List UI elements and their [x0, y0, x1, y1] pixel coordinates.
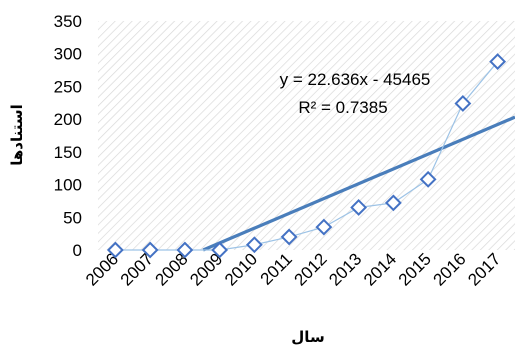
x-tick-label: 2017 — [464, 249, 504, 289]
y-axis-tick-labels: 0 50 100 150 200 250 300 350 — [54, 12, 82, 260]
x-tick-label: 2016 — [430, 249, 470, 289]
data-markers — [106, 53, 507, 259]
trendline — [202, 115, 515, 252]
x-tick-label: 2013 — [325, 249, 365, 289]
y-tick-label: 300 — [54, 45, 82, 64]
data-point — [454, 95, 472, 112]
x-tick-label: 2015 — [395, 249, 435, 289]
data-point — [315, 218, 333, 236]
data-point — [245, 236, 263, 254]
y-tick-label: 150 — [54, 143, 82, 162]
x-axis-title: سال — [291, 328, 324, 346]
y-tick-label: 350 — [54, 12, 82, 31]
data-point — [106, 241, 124, 259]
data-point — [280, 228, 298, 246]
y-axis-title: استنادها — [8, 104, 26, 166]
data-point — [384, 194, 402, 212]
data-point — [419, 170, 437, 188]
trendline-equation: y = 22.636x - 45465 — [280, 70, 431, 89]
y-tick-label: 250 — [54, 77, 82, 96]
y-tick-label: 50 — [63, 208, 82, 227]
x-tick-label: 2010 — [221, 249, 261, 289]
data-point — [176, 241, 194, 259]
data-point — [211, 241, 229, 259]
data-point — [350, 199, 368, 216]
x-tick-label: 2011 — [257, 249, 296, 288]
y-tick-label: 200 — [54, 110, 82, 129]
plot-area-background — [98, 21, 515, 250]
trendline-r-squared: R² = 0.7385 — [298, 98, 387, 117]
y-tick-label: 100 — [54, 176, 82, 195]
y-tick-label: 0 — [73, 241, 82, 260]
data-point — [489, 53, 507, 70]
x-axis-tick-labels: 2006200720082009201020112012201320142015… — [82, 249, 504, 289]
x-tick-label: 2014 — [360, 249, 400, 289]
data-point — [141, 241, 159, 259]
trendline-layer — [202, 115, 515, 252]
x-tick-label: 2012 — [291, 249, 331, 289]
